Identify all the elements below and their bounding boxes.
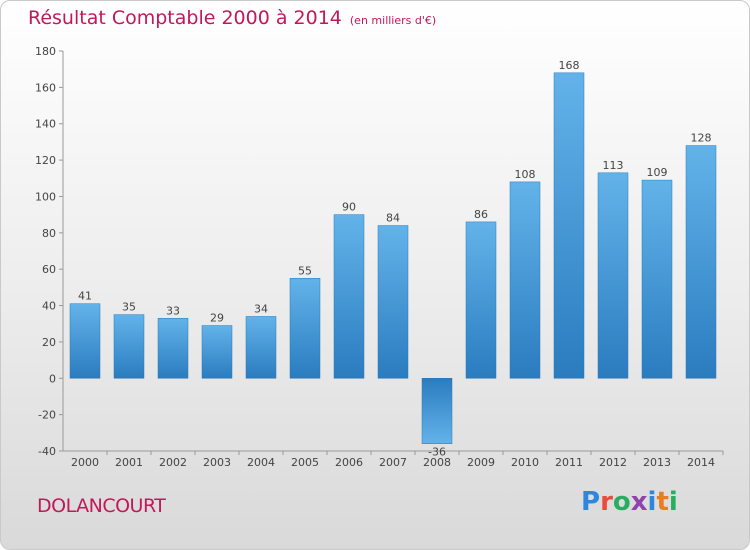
chart-subtitle: (en milliers d'€) (349, 14, 437, 27)
data-label: -36 (428, 446, 446, 459)
chart-title: Résultat Comptable 2000 à 2014 (en millie… (28, 7, 436, 29)
data-label: 35 (122, 301, 136, 314)
x-tick-label: 2007 (379, 456, 407, 469)
y-tick-label: 160 (35, 81, 56, 94)
x-tick-label: 2005 (291, 456, 319, 469)
data-label: 168 (559, 59, 580, 72)
bar-2005 (289, 278, 321, 379)
bar-2006 (333, 214, 365, 379)
data-label: 41 (78, 290, 92, 303)
x-tick-label: 2004 (247, 456, 275, 469)
logo-letter: P (581, 487, 601, 517)
x-tick-label: 2013 (643, 456, 671, 469)
x-tick-label: 2002 (159, 456, 187, 469)
bar-2010 (509, 181, 541, 379)
x-tick-label: 2003 (203, 456, 231, 469)
data-label: 108 (515, 168, 536, 181)
logo-letter: i (647, 487, 657, 517)
bar-2009 (465, 221, 497, 379)
logo-letter: t (656, 487, 669, 517)
data-label: 55 (298, 264, 312, 277)
bar-2004 (245, 316, 277, 379)
logo-letter: x (630, 487, 648, 517)
data-label: 109 (647, 166, 668, 179)
x-tick-label: 2008 (423, 456, 451, 469)
x-tick-label: 2010 (511, 456, 539, 469)
bar-2007 (377, 225, 409, 379)
data-label: 128 (691, 132, 712, 145)
y-tick-label: 20 (42, 336, 56, 349)
y-tick-label: 120 (35, 154, 56, 167)
bar-2011 (553, 72, 585, 379)
x-tick-label: 2011 (555, 456, 583, 469)
y-tick-label: 100 (35, 190, 56, 203)
y-tick-label: 0 (49, 372, 56, 385)
y-tick-label: 40 (42, 300, 56, 313)
y-tick-label: 140 (35, 118, 56, 131)
data-label: 86 (474, 208, 488, 221)
x-tick-label: 2009 (467, 456, 495, 469)
proxiti-logo: Proxiti (581, 487, 678, 517)
x-tick-label: 2012 (599, 456, 627, 469)
logo-letter: r (600, 487, 613, 517)
logo-letter: o (612, 487, 631, 517)
commune-name: DOLANCOURT (37, 495, 166, 517)
data-label: 90 (342, 201, 356, 214)
title-text: Résultat Comptable 2000 à 2014 (28, 7, 342, 29)
x-tick-label: 2001 (115, 456, 143, 469)
bar-2008 (421, 378, 453, 444)
y-tick-label: 180 (35, 45, 56, 58)
data-label: 33 (166, 304, 180, 317)
bar-2003 (201, 325, 233, 379)
logo-letter: i (668, 487, 678, 517)
y-tick-label: 80 (42, 227, 56, 240)
data-label: 84 (386, 212, 400, 225)
bar-2002 (157, 318, 189, 379)
data-label: 29 (210, 312, 224, 325)
data-label: 113 (603, 159, 624, 172)
y-tick-label: -40 (38, 445, 56, 458)
bar-2014 (685, 145, 717, 379)
bar-2000 (69, 303, 101, 379)
bar-2001 (113, 314, 145, 379)
y-tick-label: 60 (42, 263, 56, 276)
bar-2013 (641, 179, 673, 379)
bar-2012 (597, 172, 629, 379)
y-tick-label: -20 (38, 409, 56, 422)
x-tick-label: 2014 (687, 456, 715, 469)
x-tick-label: 2000 (71, 456, 99, 469)
data-label: 34 (254, 302, 268, 315)
x-tick-label: 2006 (335, 456, 363, 469)
